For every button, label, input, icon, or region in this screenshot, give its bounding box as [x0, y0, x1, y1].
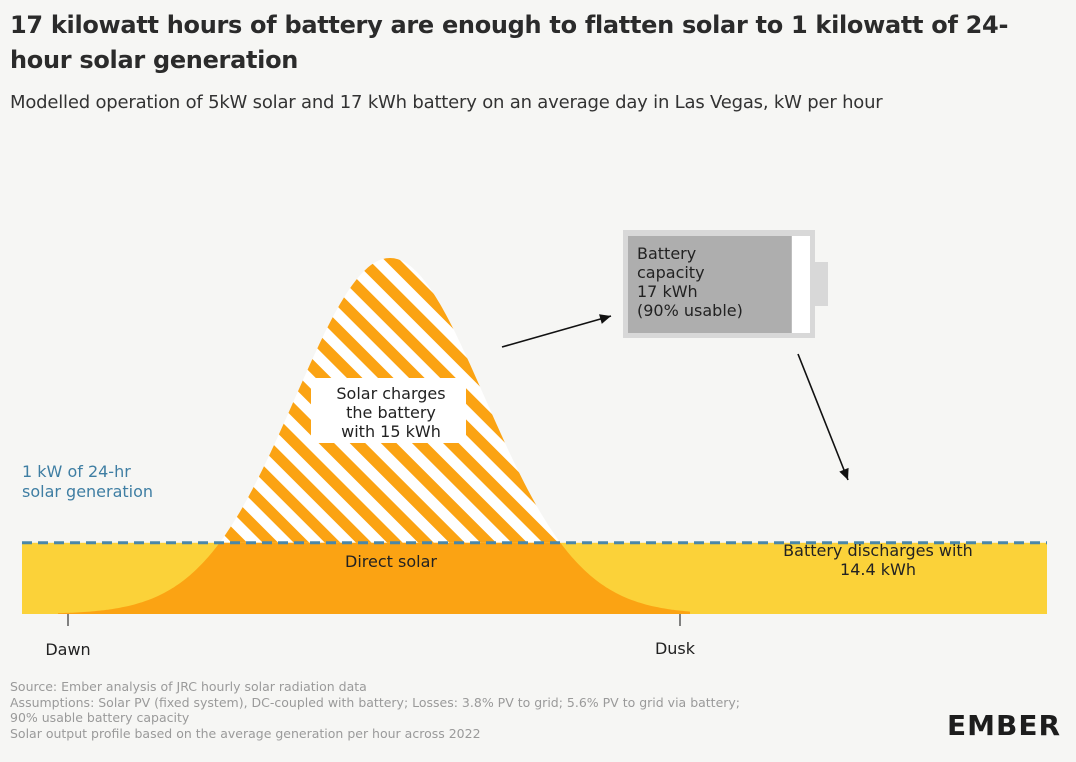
chart-title: 17 kilowatt hours of battery are enough …	[10, 11, 1009, 74]
assumptions-note-continued: 90% usable battery capacity	[10, 710, 190, 725]
discharge-arrow-shaft	[797, 353, 849, 481]
direct-solar-area	[58, 542, 690, 614]
charge-arrow-shaft	[501, 315, 612, 348]
discharge-label: Battery discharges with 14.4 kWh	[783, 541, 973, 579]
profile-note: Solar output profile based on the averag…	[10, 725, 481, 741]
charging-label-box	[311, 378, 466, 443]
charge-arrow-head	[599, 314, 611, 324]
footer: Source: Ember analysis of JRC hourly sol…	[10, 679, 910, 741]
battery-terminal	[815, 262, 828, 306]
dawn-label: Dawn	[45, 640, 90, 659]
dusk-label: Dusk	[655, 639, 696, 658]
battery-label: Battery capacity 17 kWh (90% usable)	[637, 244, 743, 320]
charging-label: Solar charges the battery with 15 kWh	[336, 384, 445, 441]
chart-subtitle: Modelled operation of 5kW solar and 17 k…	[10, 92, 883, 113]
source-note: Source: Ember analysis of JRC hourly sol…	[10, 679, 367, 694]
direct-solar-label: Direct solar	[345, 552, 437, 571]
assumptions-note: Assumptions: Solar PV (fixed system), DC…	[10, 694, 741, 710]
discharge-arrow-head	[839, 467, 849, 480]
battery-usable-fill	[628, 236, 792, 333]
ember-logo: EMBER	[947, 709, 1062, 742]
flat-line-label: 1 kW of 24-hr solar generation	[22, 462, 153, 501]
